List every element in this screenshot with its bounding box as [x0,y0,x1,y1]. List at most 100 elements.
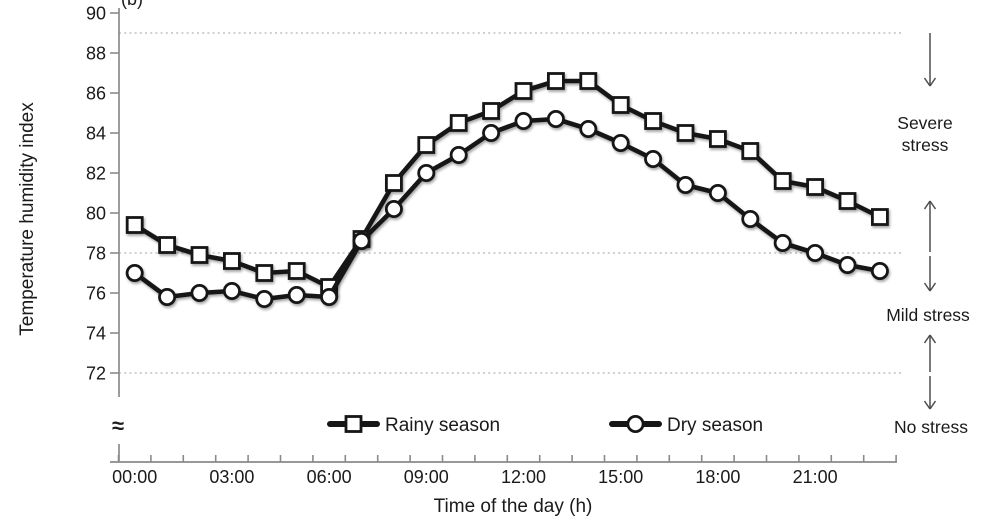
data-point-marker-square [611,96,630,114]
data-point-marker-circle [741,209,760,228]
zone-label: stress [902,135,949,155]
y-axis-title: Temperature humidity index [17,102,38,336]
series-line-dry-season [133,116,881,302]
data-point-marker-square [482,102,501,120]
arrow-head [929,200,937,210]
data-point-marker-square [287,262,306,280]
data-point-marker-square [838,192,857,210]
arrow-head [923,200,931,210]
data-point-marker-circle [417,163,436,182]
data-point-marker-square [255,264,274,282]
data-point-marker-circle [676,175,695,194]
x-tick-label: 18:00 [695,467,740,487]
zone-label: Mild stress [886,305,970,325]
series-rainy-season [125,72,889,296]
x-tick-label: 21:00 [793,467,838,487]
up-arrow-icon [923,334,937,372]
data-point-marker-square [676,124,695,142]
data-point-marker-circle [838,255,857,274]
data-point-marker-square [806,178,824,196]
arrow-head [923,334,931,344]
data-point-marker-circle [514,112,533,131]
y-tick-label: 76 [86,284,106,304]
data-point-marker-square [741,142,760,160]
data-point-marker-circle [255,289,274,308]
data-point-marker-circle [449,145,468,164]
x-tick-label: 12:00 [501,467,546,487]
zone-no-stress: No stress [894,334,968,437]
data-point-marker-square [773,172,792,190]
data-point-marker-square [709,130,727,148]
data-point-marker-circle [125,263,144,282]
y-tick-label: 80 [86,204,106,224]
x-tick-label: 03:00 [209,467,254,487]
axes [110,8,897,463]
data-point-marker-square [579,72,598,90]
x-tick-label: 00:00 [112,467,157,487]
down-arrow-icon [923,256,937,292]
y-tick-label: 90 [86,4,106,24]
data-point-marker-square [644,112,662,130]
series-line-rainy-season [133,78,881,290]
data-point-marker-square [125,216,144,234]
data-point-marker-square [158,236,177,254]
y-tick-label: 82 [86,164,106,184]
y-tick-label: 88 [86,44,106,64]
arrow-head [923,282,931,292]
data-point-marker-circle [773,233,792,252]
x-axis-title: Time of the day (h) [434,496,593,517]
data-point-marker-square [449,114,468,132]
data-point-marker-circle [806,243,825,262]
data-point-marker-square [384,174,403,192]
data-point-marker-circle [158,287,177,306]
legend: Rainy season Dry season [327,414,763,436]
y-tick-label: 72 [86,364,106,384]
data-point-marker-circle [190,283,209,302]
up-arrow-icon [923,200,937,252]
x-tick-label: 09:00 [404,467,449,487]
arrow-head [929,400,937,410]
legend-marker-circle [626,414,645,433]
data-point-marker-circle [708,183,727,202]
arrow-head [929,282,937,292]
legend-label: Rainy season [385,415,500,436]
legend-item-dry-season: Dry season [609,414,763,436]
data-point-marker-square [417,136,436,154]
zone-mild-stress: Mild stress [886,200,970,325]
data-point-marker-circle [546,110,565,129]
data-point-marker-circle [320,287,339,306]
y-tick-label: 84 [86,124,106,144]
data-point-marker-square [190,246,209,264]
data-point-marker-circle [482,124,501,143]
threshold-gridlines [119,32,901,374]
y-tick-label: 86 [86,84,106,104]
legend-item-rainy-season: Rainy season [327,415,500,436]
data-point-marker-square [871,208,889,226]
x-tick-label: 15:00 [598,467,643,487]
data-point-marker-circle [352,231,371,250]
data-point-marker-square [222,252,241,270]
arrow-head [923,77,931,87]
data-point-marker-circle [870,261,889,280]
arrow-head [923,400,931,410]
y-axis-break-symbol: ≈ [112,413,124,438]
down-arrow-icon [923,33,937,87]
y-tick-label: 74 [86,324,106,344]
down-arrow-icon [923,376,937,410]
panel-letter-label: (b) [121,0,143,9]
x-tick-label: 06:00 [307,467,352,487]
data-point-marker-circle [384,199,403,218]
y-tick-label: 78 [86,244,106,264]
data-point-marker-circle [222,281,241,300]
data-series [125,72,889,308]
arrow-head [929,77,937,87]
zone-label: Severe [897,113,952,133]
legend-marker-square [344,415,363,433]
legend-label: Dry season [667,415,763,436]
data-point-marker-circle [287,285,306,304]
arrow-head [929,334,937,344]
